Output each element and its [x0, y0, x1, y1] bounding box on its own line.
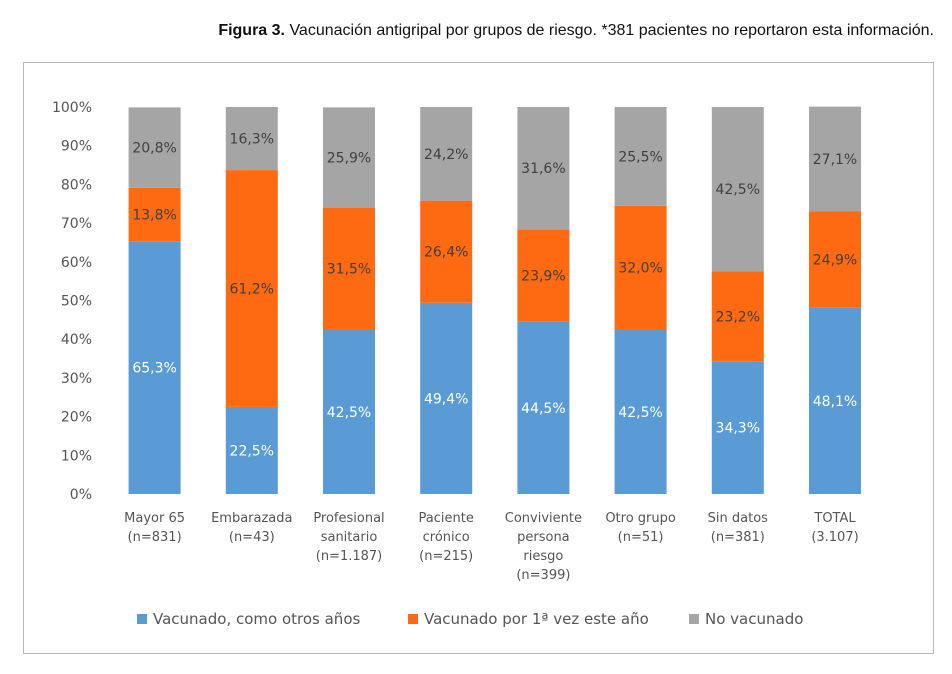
bar-segment-1	[420, 200, 473, 303]
bar-segment-1	[711, 271, 764, 362]
legend-swatch	[408, 614, 418, 624]
x-tick-label: (n=1.187)	[316, 549, 383, 564]
x-tick-label: crónico	[423, 530, 470, 545]
bar-segment-2	[517, 107, 570, 230]
x-tick-label: (n=215)	[419, 549, 473, 564]
bar-segment-2	[711, 107, 764, 272]
x-tick-label: (n=51)	[618, 530, 664, 545]
bar-segment-2	[225, 107, 278, 171]
data-label: 16,3%	[230, 132, 274, 148]
x-tick-label: Conviviente	[505, 511, 582, 526]
bar-segment-0	[517, 321, 570, 494]
x-tick-label: TOTAL	[813, 511, 856, 526]
y-tick-label: 50%	[61, 294, 92, 310]
x-tick-label: Embarazada	[211, 511, 292, 526]
y-tick-label: 60%	[61, 255, 92, 271]
x-tick-label: (n=831)	[128, 530, 182, 545]
bar-segment-1	[323, 207, 375, 330]
data-label: 61,2%	[230, 282, 274, 298]
legend-label: No vacunado	[705, 610, 803, 628]
figure-number: Figura 3.	[218, 22, 285, 39]
y-tick-label: 90%	[61, 139, 92, 155]
y-tick-label: 20%	[61, 410, 92, 426]
figure-caption-text: Vacunación antigripal por grupos de ries…	[285, 22, 934, 39]
data-label: 25,5%	[618, 149, 662, 165]
legend-swatch	[689, 614, 699, 624]
data-label: 32,0%	[618, 261, 662, 277]
data-label: 24,9%	[813, 253, 857, 269]
data-label: 27,1%	[813, 152, 857, 168]
data-label: 42,5%	[618, 405, 662, 421]
data-label: 65,3%	[132, 361, 176, 377]
x-tick-label: (n=381)	[711, 530, 765, 545]
bar-segment-2	[323, 107, 375, 208]
data-label: 25,9%	[327, 151, 371, 167]
data-label: 23,9%	[521, 269, 565, 285]
data-label: 24,2%	[424, 147, 468, 163]
bar-segment-0	[128, 241, 181, 494]
bar-segment-0	[225, 406, 278, 494]
bar-segment-0	[711, 361, 764, 494]
y-tick-label: 100%	[52, 100, 92, 116]
bar-segment-2	[420, 107, 473, 201]
data-label: 20,8%	[132, 141, 176, 157]
y-tick-label: 30%	[61, 371, 92, 387]
data-label: 22,5%	[230, 443, 274, 459]
data-label: 42,5%	[716, 182, 760, 198]
data-label: 26,4%	[424, 245, 468, 261]
data-label: 34,3%	[716, 421, 760, 437]
legend-label: Vacunado por 1ª vez este año	[424, 610, 649, 628]
bar-segment-1	[225, 170, 278, 407]
x-tick-label: sanitario	[321, 530, 378, 545]
bar-segment-1	[517, 229, 570, 322]
y-tick-label: 80%	[61, 177, 92, 193]
chart-frame	[23, 62, 934, 654]
bar-segment-2	[128, 107, 181, 188]
legend-label: Vacunado, como otros años	[153, 610, 360, 628]
data-label: 23,2%	[716, 309, 760, 325]
data-label: 31,6%	[521, 161, 565, 177]
y-tick-label: 40%	[61, 332, 92, 348]
y-tick-label: 10%	[61, 448, 92, 464]
data-label: 42,5%	[327, 405, 371, 421]
data-label: 48,1%	[813, 394, 857, 410]
data-label: 44,5%	[521, 401, 565, 417]
y-tick-label: 70%	[61, 216, 92, 232]
x-tick-label: Sin datos	[708, 511, 769, 526]
x-tick-label: Mayor 65	[124, 511, 185, 526]
x-tick-label: (3.107)	[811, 530, 858, 545]
data-label: 13,8%	[132, 208, 176, 224]
bar-segment-0	[420, 302, 473, 494]
bar-segment-2	[809, 106, 861, 212]
bar-segment-1	[614, 205, 667, 330]
x-tick-label: Profesional	[313, 511, 384, 526]
x-tick-label: Otro grupo	[605, 511, 676, 526]
bar-segment-1	[809, 211, 861, 308]
x-tick-label: persona	[517, 530, 570, 545]
data-label: 49,4%	[424, 391, 468, 407]
x-tick-label: Paciente	[419, 511, 474, 526]
x-tick-label: (n=399)	[516, 568, 570, 583]
bar-segment-0	[614, 329, 667, 494]
x-tick-label: riesgo	[523, 549, 563, 564]
bar-segment-0	[323, 329, 375, 494]
x-tick-label: (n=43)	[229, 530, 275, 545]
data-label: 31,5%	[327, 262, 371, 278]
bar-segment-0	[809, 307, 861, 494]
y-tick-label: 0%	[70, 487, 92, 503]
bar-segment-1	[128, 187, 181, 242]
bar-segment-2	[614, 107, 667, 206]
figure-caption: Figura 3. Vacunación antigripal por grup…	[218, 22, 934, 40]
legend-swatch	[137, 614, 147, 624]
